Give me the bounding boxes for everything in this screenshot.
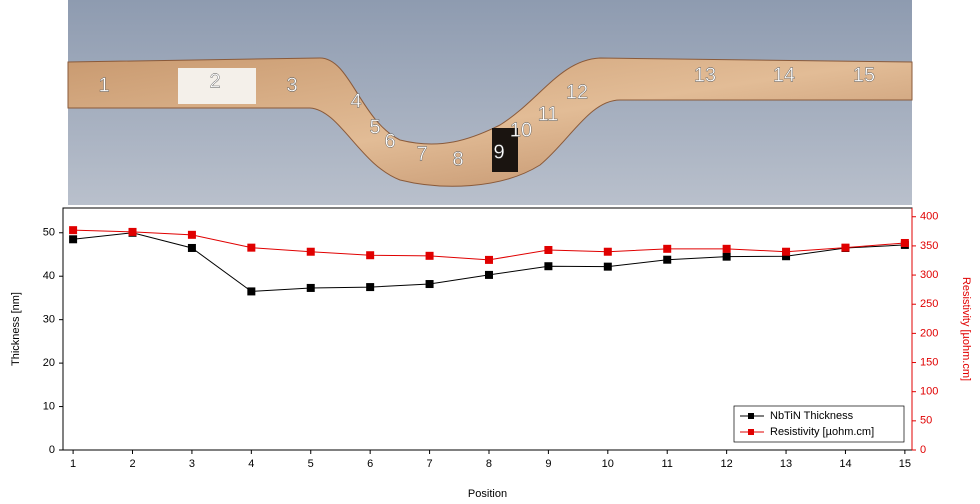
y2-tick-label: 350: [920, 240, 938, 252]
y-tick-label: 20: [43, 357, 55, 369]
x-tick-label: 6: [367, 458, 373, 470]
x-tick-label: 2: [129, 458, 135, 470]
y2-tick-label: 400: [920, 211, 938, 223]
photo-label: 5: [369, 116, 380, 138]
marker: [663, 256, 671, 264]
x-tick-label: 13: [780, 458, 792, 470]
photo-label: 11: [538, 103, 559, 125]
y2-tick-label: 300: [920, 269, 938, 281]
x-tick-label: 5: [308, 458, 314, 470]
y2-tick-label: 100: [920, 386, 938, 398]
figure: 123456789101112131415 123456789101112131…: [0, 0, 980, 504]
x-tick-label: 11: [662, 458, 673, 470]
legend-marker: [748, 429, 754, 435]
photo-label: 7: [416, 143, 427, 165]
x-tick-label: 15: [899, 458, 911, 470]
y2-tick-label: 0: [920, 444, 926, 456]
x-tick-label: 10: [602, 458, 614, 470]
marker: [366, 283, 374, 291]
photo-label: 13: [694, 64, 716, 86]
y-tick-label: 0: [49, 444, 55, 456]
photo-label: 3: [286, 74, 297, 96]
marker: [485, 271, 493, 279]
marker: [307, 284, 315, 292]
x-tick-label: 14: [839, 458, 851, 470]
legend-label: NbTiN Thickness: [770, 410, 854, 422]
marker: [426, 280, 434, 288]
x-tick-label: 3: [189, 458, 195, 470]
photo-label: 4: [350, 90, 361, 112]
marker: [188, 231, 196, 239]
marker: [723, 253, 731, 261]
y-tick-label: 50: [43, 227, 55, 239]
marker: [247, 287, 255, 295]
x-axis-label: Position: [468, 488, 507, 500]
photo-label: 12: [566, 81, 588, 103]
photo-label: 9: [493, 141, 504, 163]
marker: [307, 248, 315, 256]
y-axis-label: Thickness [nm]: [10, 292, 22, 366]
x-tick-label: 12: [721, 458, 733, 470]
photo-label: 15: [853, 64, 875, 86]
photo-label: 10: [510, 119, 532, 141]
marker: [841, 244, 849, 252]
y-tick-label: 40: [43, 270, 55, 282]
marker: [782, 248, 790, 256]
photo-label: 2: [209, 70, 220, 92]
y2-tick-label: 250: [920, 298, 938, 310]
x-tick-label: 7: [427, 458, 433, 470]
y2-tick-label: 200: [920, 327, 938, 339]
legend-marker: [748, 413, 754, 419]
marker: [663, 245, 671, 253]
series-line: [73, 230, 905, 260]
marker: [485, 256, 493, 264]
marker: [604, 248, 612, 256]
legend-label: Resistivity [µohm.cm]: [770, 426, 874, 438]
marker: [723, 245, 731, 253]
photo-label: 1: [98, 74, 109, 96]
photo-label: 6: [384, 130, 395, 152]
marker: [247, 244, 255, 252]
y-tick-label: 10: [43, 400, 55, 412]
marker: [901, 239, 909, 247]
x-tick-label: 8: [486, 458, 492, 470]
marker: [604, 263, 612, 271]
photo-label: 14: [773, 64, 795, 86]
marker: [188, 244, 196, 252]
marker: [544, 246, 552, 254]
x-tick-label: 1: [70, 458, 76, 470]
x-tick-label: 9: [545, 458, 551, 470]
marker: [69, 226, 77, 234]
marker: [129, 228, 137, 236]
y-tick-label: 30: [43, 314, 55, 326]
y2-tick-label: 50: [920, 415, 932, 427]
marker: [544, 262, 552, 270]
marker: [69, 235, 77, 243]
marker: [426, 252, 434, 260]
y2-axis-label: Resistivity [µohm.cm]: [960, 277, 972, 381]
x-tick-label: 4: [248, 458, 254, 470]
marker: [366, 251, 374, 259]
y2-tick-label: 150: [920, 356, 938, 368]
photo-label: 8: [452, 148, 463, 170]
photo: [68, 0, 912, 205]
